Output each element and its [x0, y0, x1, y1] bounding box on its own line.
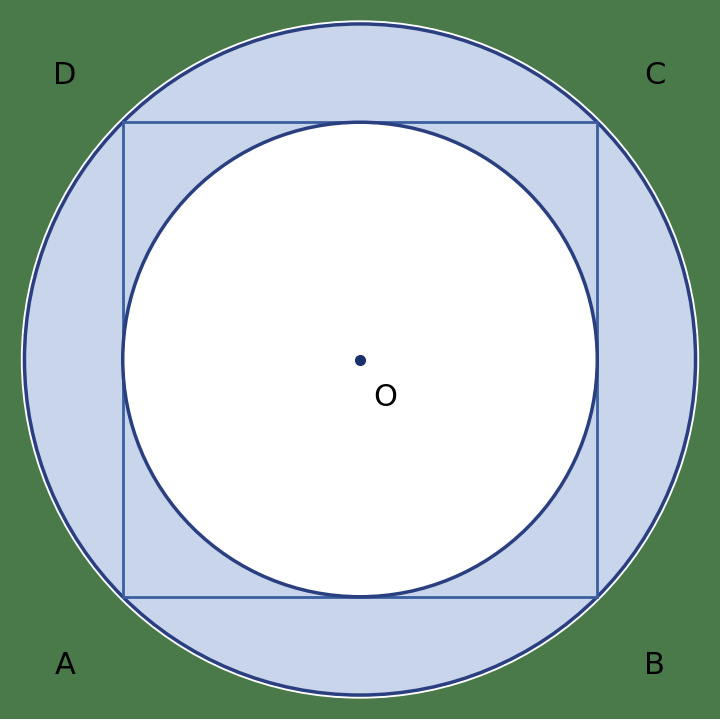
Text: B: B — [644, 651, 665, 679]
Bar — [122, 122, 598, 597]
Circle shape — [122, 122, 598, 597]
Circle shape — [21, 20, 699, 699]
Circle shape — [24, 24, 696, 695]
Text: C: C — [644, 61, 665, 90]
Text: O: O — [373, 383, 397, 411]
Text: D: D — [53, 61, 76, 90]
Text: A: A — [55, 651, 76, 679]
